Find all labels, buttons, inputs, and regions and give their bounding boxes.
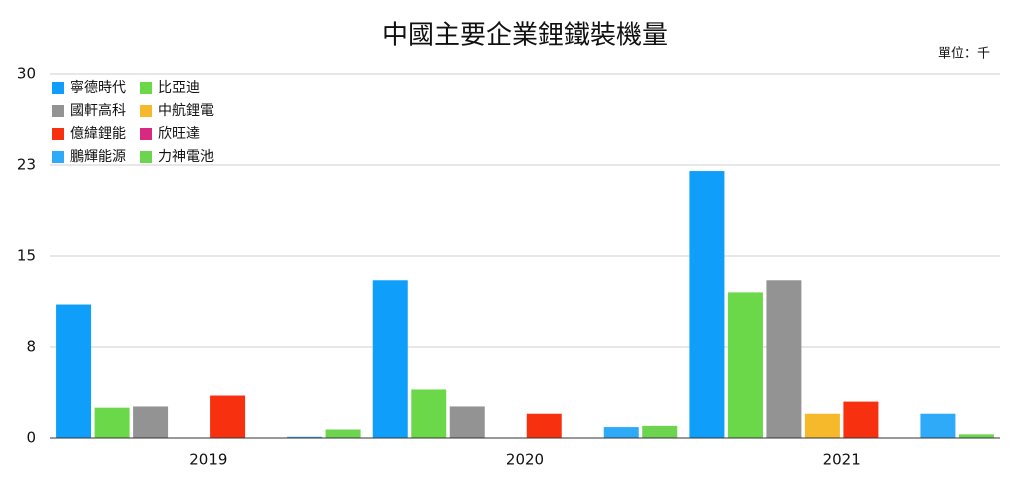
x-tick-label: 2019 bbox=[189, 451, 227, 469]
bar bbox=[325, 429, 361, 438]
legend-label: 欣旺達 bbox=[158, 126, 200, 142]
chart-title: 中國主要企業鋰鐵裝機量 bbox=[382, 21, 668, 51]
bar bbox=[689, 171, 725, 439]
bar bbox=[843, 401, 879, 438]
y-tick-label: 23 bbox=[17, 156, 36, 174]
bar bbox=[372, 280, 408, 438]
legend-label: 寧德時代 bbox=[70, 79, 126, 96]
legend-label: 億緯鋰能 bbox=[70, 126, 126, 142]
legend-label: 國軒高科 bbox=[70, 102, 126, 119]
unit-label: 單位：千 bbox=[938, 47, 990, 62]
bar bbox=[449, 406, 485, 438]
bar bbox=[920, 413, 956, 438]
y-tick-label: 0 bbox=[26, 429, 36, 447]
y-tick-label: 15 bbox=[17, 247, 36, 265]
bar bbox=[958, 434, 994, 438]
bar bbox=[210, 395, 246, 438]
legend-swatch bbox=[140, 151, 152, 163]
legend-swatch bbox=[52, 151, 64, 163]
bar bbox=[526, 413, 562, 438]
legend-swatch bbox=[52, 105, 64, 117]
bar bbox=[642, 425, 678, 438]
bar bbox=[727, 292, 763, 438]
bar bbox=[411, 389, 447, 438]
y-tick-label: 30 bbox=[17, 65, 36, 83]
legend-label: 中航鋰電 bbox=[158, 103, 214, 119]
legend-label: 力神電池 bbox=[158, 149, 214, 165]
y-tick-label: 8 bbox=[26, 338, 36, 356]
legend-swatch bbox=[140, 82, 152, 94]
bar bbox=[603, 427, 639, 438]
bar bbox=[287, 436, 323, 438]
legend-swatch bbox=[140, 128, 152, 140]
bar bbox=[804, 413, 840, 438]
bar bbox=[133, 406, 169, 438]
legend-label: 比亞迪 bbox=[158, 80, 200, 96]
bar bbox=[766, 280, 802, 438]
bar bbox=[56, 304, 92, 438]
legend-label: 鵬輝能源 bbox=[70, 149, 126, 165]
x-tick-label: 2021 bbox=[823, 451, 861, 469]
legend-swatch bbox=[140, 105, 152, 117]
legend-swatch bbox=[52, 82, 64, 94]
x-tick-label: 2020 bbox=[506, 451, 544, 469]
legend-swatch bbox=[52, 128, 64, 140]
bar bbox=[94, 407, 130, 438]
